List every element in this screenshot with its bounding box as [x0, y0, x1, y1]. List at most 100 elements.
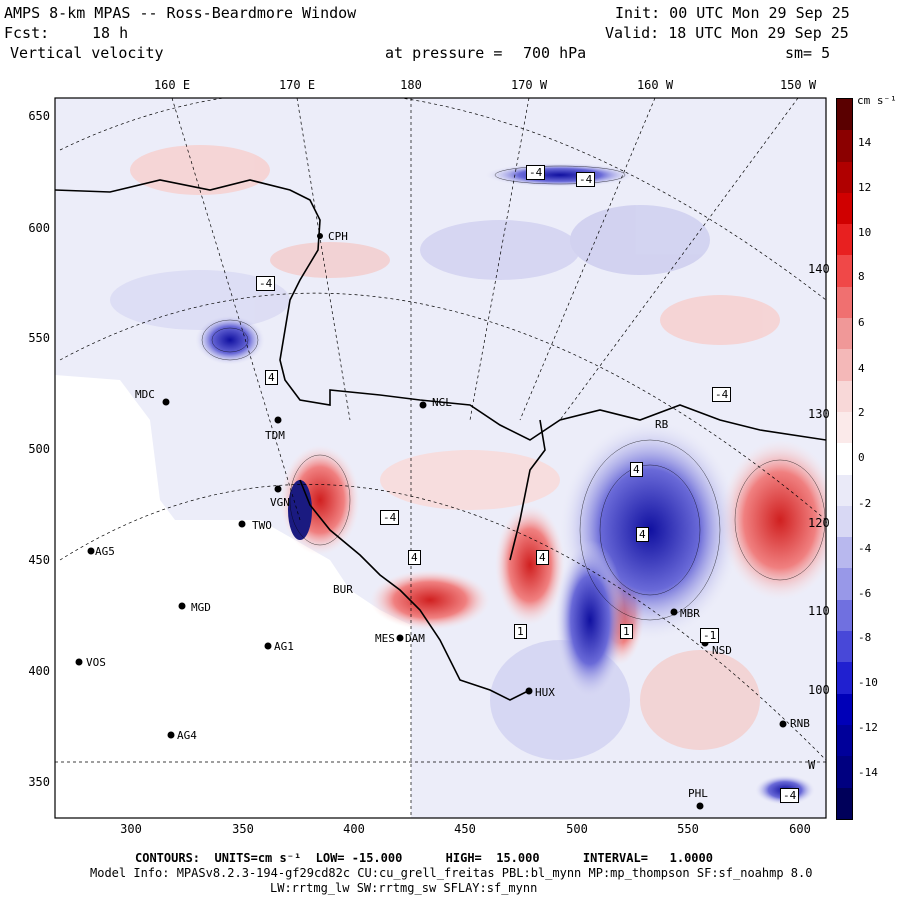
colorbar-label: 6 [858, 316, 865, 329]
station-label: MGD [191, 601, 211, 614]
lon-label: 160 W [636, 78, 674, 92]
lon-label: 170 E [278, 78, 316, 92]
x-tick-label: 350 [232, 822, 254, 836]
colorbar-label: 4 [858, 362, 865, 375]
contour-label: 4 [636, 527, 649, 542]
init-time: Init: 00 UTC Mon 29 Sep 25 [615, 4, 850, 22]
colorbar-swatch [837, 568, 852, 600]
model-info: Model Info: MPASv8.2.3-194-gf29cd82c CU:… [90, 866, 813, 880]
colorbar-swatch [837, 99, 852, 131]
colorbar-label: 12 [858, 181, 872, 194]
y-tick-label: 600 [28, 221, 50, 235]
colorbar-label: -12 [858, 721, 878, 734]
colorbar-swatch [837, 224, 852, 256]
field-name: Vertical velocity [10, 44, 164, 62]
colorbar-swatch [837, 255, 852, 287]
colorbar-label: -10 [858, 676, 878, 689]
station-label: VGN [270, 496, 290, 509]
station-label: RNB [790, 717, 810, 730]
colorbar-swatch [837, 349, 852, 381]
continent-mask [55, 375, 411, 818]
pressure-level: 700 hPa [523, 44, 587, 62]
station-label: AG1 [274, 640, 294, 653]
x-tick-label: 300 [120, 822, 142, 836]
station-label: MBR [680, 607, 700, 620]
colorbar-label: -4 [858, 542, 872, 555]
colorbar-swatch [837, 599, 852, 632]
station-label: MES [375, 632, 395, 645]
y-tick-label: 650 [28, 109, 50, 123]
contour-label: 4 [265, 370, 278, 385]
contour-label: 1 [620, 624, 633, 639]
y-tick-label: 400 [28, 664, 50, 678]
station-label: AG4 [177, 729, 197, 742]
light-field-patches [110, 145, 780, 760]
colorbar-label: 14 [858, 136, 872, 149]
contour-label: -4 [256, 276, 276, 291]
smoothing-value: sm= 5 [785, 44, 831, 62]
colorbar-label: -6 [858, 587, 872, 600]
colorbar-swatch [837, 474, 852, 506]
strong-field-features [195, 163, 826, 805]
pressure-label: at pressure = [385, 44, 503, 62]
colorbar-swatch [837, 380, 852, 412]
lon-label: 150 W [779, 78, 817, 92]
contour-label: 4 [408, 550, 421, 565]
colorbar-swatch [837, 537, 852, 569]
contour-label: 1 [514, 624, 527, 639]
colorbar-swatch [837, 724, 852, 757]
contour-label: 4 [630, 462, 643, 477]
colorbar-label: 8 [858, 270, 865, 283]
station-label: RB [655, 418, 669, 431]
forecast-hour: 18 h [92, 24, 129, 42]
x-tick-label: 400 [343, 822, 365, 836]
colorbar-swatch [837, 631, 852, 663]
colorbar-swatch [837, 787, 852, 819]
station-label: TWO [252, 519, 272, 532]
colorbar-swatch [837, 411, 852, 444]
colorbar-label: 0 [858, 451, 865, 464]
lon-label: W [808, 758, 816, 772]
station-label: NSD [712, 644, 732, 657]
lon-label: 130 W [808, 407, 845, 421]
contour-label: -4 [712, 387, 732, 402]
colorbar-swatch [837, 693, 852, 725]
lon-label: 100 W [808, 683, 845, 697]
contour-label: 4 [536, 550, 549, 565]
station-label: BUR [333, 583, 353, 596]
colorbar-label: -2 [858, 497, 872, 510]
y-tick-label: 450 [28, 553, 50, 567]
lon-label: 140 W [808, 262, 845, 276]
physics-info: LW:rrtmg_lw SW:rrtmg_sw SFLAY:sf_mynn [270, 881, 538, 895]
lon-label: 160 E [153, 78, 191, 92]
map-frame [54, 97, 827, 819]
y-tick-label: 350 [28, 775, 50, 789]
graticule [55, 98, 826, 818]
y-tick-label: 550 [28, 331, 50, 345]
x-tick-label: 500 [566, 822, 588, 836]
colorbar-swatch [837, 756, 852, 788]
station-label: TDM [265, 429, 285, 442]
contour-label: -4 [576, 172, 596, 187]
lon-label: 180 [400, 78, 422, 92]
colorbar-units: cm s⁻¹ [857, 94, 897, 107]
lon-label: 170 W [510, 78, 548, 92]
colorbar-swatch [837, 443, 852, 475]
contour-label: -4 [526, 165, 546, 180]
colorbar [836, 98, 853, 820]
contour-label: -4 [780, 788, 800, 803]
colorbar-label: -8 [858, 631, 872, 644]
x-tick-label: 550 [677, 822, 699, 836]
station-label: NGL [432, 396, 452, 409]
colorbar-swatch [837, 318, 852, 350]
station-label: PHL [688, 787, 708, 800]
station-label: HUX [535, 686, 555, 699]
x-tick-label: 450 [454, 822, 476, 836]
coastline [55, 179, 826, 701]
colorbar-label: 10 [858, 226, 872, 239]
station-label: MDC [135, 388, 155, 401]
station-label: AG5 [95, 545, 115, 558]
x-tick-label: 600 [789, 822, 811, 836]
colorbar-label: -14 [858, 766, 878, 779]
colorbar-swatch [837, 130, 852, 162]
